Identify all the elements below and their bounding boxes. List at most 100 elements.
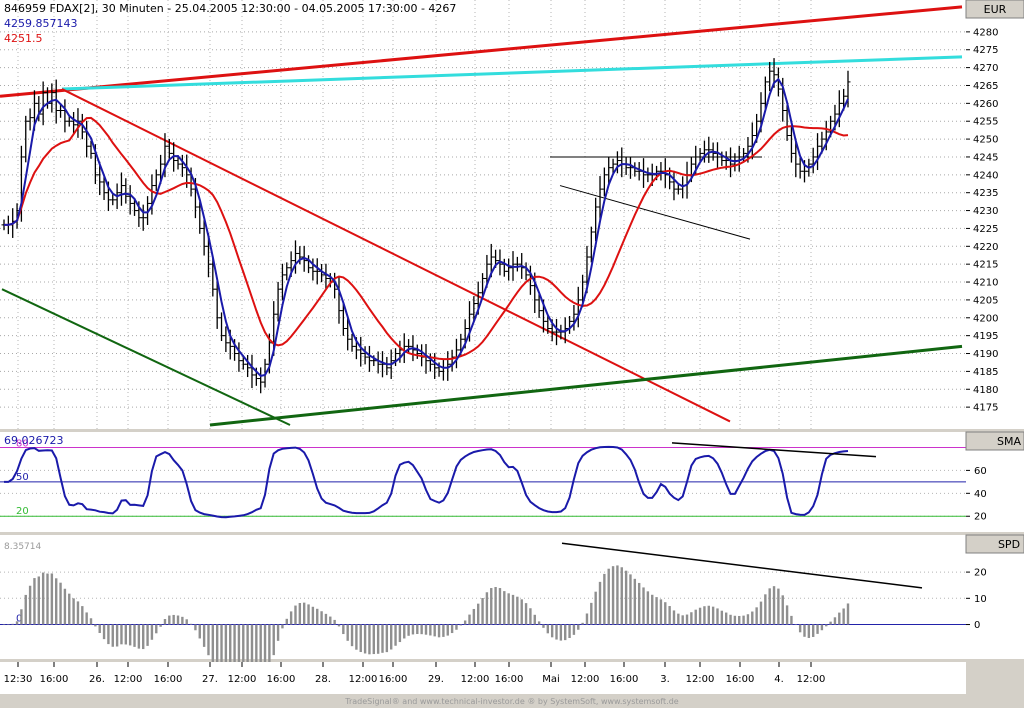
spd-bar — [137, 624, 141, 649]
spd-bar — [550, 624, 554, 638]
time-tick-label: 16:00 — [267, 674, 296, 685]
price-tick-label: 4225 — [973, 224, 998, 235]
spd-bar — [50, 573, 54, 625]
time-tick-label: 12:00 — [797, 674, 826, 685]
spd-bar — [255, 624, 258, 688]
spd-bar — [668, 606, 671, 625]
time-tick-label: 27. — [202, 674, 218, 685]
spd-bar — [2, 624, 6, 626]
spd-bar — [555, 624, 558, 640]
spd-bar — [768, 588, 771, 625]
price-tick-label: 4230 — [973, 206, 998, 217]
spd-bar — [20, 609, 23, 625]
spd-tick-label: 10 — [974, 594, 987, 605]
spd-panel[interactable] — [0, 535, 966, 659]
sma-tag — [965, 431, 1024, 451]
price-tick-label: 4240 — [973, 170, 998, 181]
spd-bar — [620, 567, 623, 625]
spd-bar — [642, 587, 645, 625]
spd-bar — [711, 606, 715, 625]
spd-bar — [281, 624, 284, 629]
spd-bar — [694, 609, 697, 625]
spd-bar — [242, 624, 245, 693]
spd-bar — [846, 603, 850, 625]
spd-bar — [285, 618, 288, 625]
spd-bar — [333, 619, 336, 625]
spd-bar — [320, 611, 323, 625]
time-tick-label: 12:00 — [686, 674, 715, 685]
spd-bar — [233, 624, 236, 694]
spd-bar — [237, 624, 241, 694]
spd-bar — [577, 624, 580, 630]
spd-bar — [198, 624, 201, 639]
spd-bar — [463, 620, 467, 625]
spd-bar — [733, 615, 737, 625]
time-tick-label: 3. — [660, 674, 670, 685]
chart-title: 846959 FDAX[2], 30 Minuten - 25.04.2005 … — [4, 2, 456, 15]
spd-bar — [807, 624, 811, 638]
spd-bar — [490, 588, 493, 625]
spd-bar — [259, 624, 262, 685]
sma-level-label: 20 — [16, 506, 29, 517]
spd-bar — [72, 598, 75, 625]
spd-bar — [368, 624, 371, 655]
spd-bar — [355, 624, 358, 650]
spd-bar — [794, 624, 797, 626]
spd-bar — [594, 591, 597, 625]
spd-bar — [107, 624, 110, 645]
spd-bar — [516, 596, 519, 625]
spd-bar — [559, 624, 563, 641]
spd-bar — [59, 582, 62, 625]
spd-bar — [511, 594, 515, 625]
spd-bar — [337, 624, 341, 627]
time-tick-label: 16:00 — [379, 674, 408, 685]
spd-bar — [533, 614, 536, 625]
spd-bar — [472, 608, 476, 625]
time-axis — [0, 662, 966, 694]
spd-bar — [568, 624, 571, 639]
time-tick-label: 16:00 — [40, 674, 69, 685]
spd-bar — [346, 624, 349, 641]
spd-bar — [424, 624, 428, 635]
spd-bar — [407, 624, 410, 636]
price-trendlines — [0, 5, 963, 427]
green-lower-trendline — [1, 288, 291, 426]
slow-moving-average — [4, 116, 849, 361]
spd-bar — [751, 611, 754, 625]
spd-bar — [359, 624, 362, 653]
spd-bar — [590, 602, 593, 625]
sma-tag-label: SMA — [997, 435, 1021, 448]
flag-lower-line — [559, 185, 751, 240]
spd-bar — [37, 576, 41, 625]
time-tick-label: 12:30 — [4, 674, 33, 685]
spd-bar — [246, 624, 249, 691]
spd-bar — [450, 624, 454, 634]
spd-bar — [316, 608, 319, 625]
spd-bar — [820, 624, 824, 631]
spd-bar — [24, 594, 27, 625]
spd-bar — [85, 612, 88, 625]
sma-axis-labels: 20 40 60 — [966, 466, 987, 523]
time-tick-label: Mai — [542, 674, 560, 685]
spd-bar — [659, 599, 663, 625]
spd-bar — [33, 578, 36, 625]
spd-bar — [755, 607, 758, 625]
spd-bar — [494, 587, 497, 625]
spd-bar — [194, 624, 197, 631]
spd-bar — [11, 623, 14, 625]
spd-bar — [611, 566, 615, 625]
spd-axis-labels: 0 10 20 — [966, 568, 987, 631]
fast-moving-average — [4, 77, 849, 377]
spd-bar — [446, 624, 449, 636]
spd-bar — [759, 601, 763, 625]
spd-bar — [585, 613, 589, 625]
price-panel[interactable] — [0, 0, 966, 429]
spd-bar — [294, 605, 297, 625]
sma-oscillator-line — [4, 445, 849, 519]
time-tick-label: 12:00 — [571, 674, 600, 685]
price-tick-label: 4190 — [973, 349, 998, 360]
spd-bar — [7, 624, 10, 626]
spd-bar — [651, 594, 654, 625]
spd-bar — [224, 624, 228, 690]
slow-ma-value: 4251.5 — [4, 32, 43, 45]
